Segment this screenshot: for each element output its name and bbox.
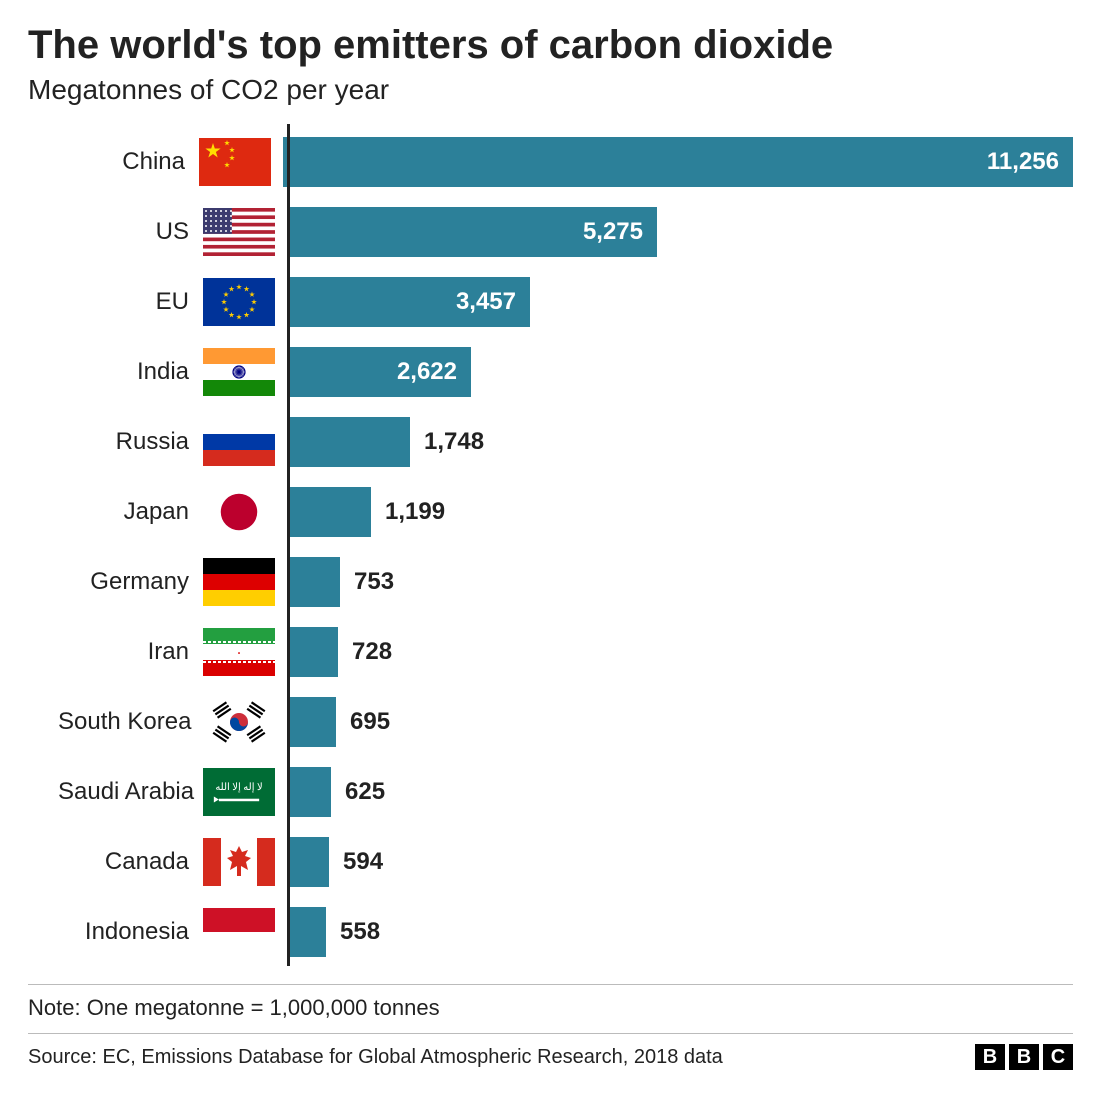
svg-text:لا إله إلا الله: لا إله إلا الله	[215, 782, 262, 793]
country-label: Germany	[58, 568, 203, 596]
flag-icon	[203, 838, 275, 886]
bar-area: 558	[275, 900, 1073, 964]
bbc-letter: B	[1009, 1044, 1039, 1070]
country-label: Canada	[58, 848, 203, 876]
svg-text:۰: ۰	[235, 646, 243, 661]
flag-icon	[203, 908, 275, 956]
country-label: US	[58, 218, 203, 246]
bar-value: 695	[336, 708, 404, 736]
bar-value: 558	[326, 918, 394, 946]
bar	[287, 837, 329, 887]
flag-icon: لا إله إلا الله	[203, 768, 275, 816]
country-label: Japan	[58, 498, 203, 526]
bar-area: 11,256	[271, 130, 1073, 194]
bar-row: Japan 1,199	[58, 480, 1073, 544]
country-label: EU	[58, 288, 203, 316]
bar-row: Saudi Arabia لا إله إلا الله 625	[58, 760, 1073, 824]
bar	[287, 557, 340, 607]
bar-row: Canada 594	[58, 830, 1073, 894]
bar: 11,256	[283, 137, 1073, 187]
bar-area: 625	[275, 760, 1073, 824]
bar: 3,457	[287, 277, 530, 327]
bar	[287, 907, 326, 957]
country-label: Russia	[58, 428, 203, 456]
bar-value: 1,199	[371, 498, 459, 526]
y-axis	[287, 124, 290, 966]
bar	[287, 417, 410, 467]
country-label: Iran	[58, 638, 203, 666]
bbc-letter: C	[1043, 1044, 1073, 1070]
flag-icon	[203, 278, 275, 326]
bar-area: 3,457	[275, 270, 1073, 334]
bar: 2,622	[287, 347, 471, 397]
bar-area: 5,275	[275, 200, 1073, 264]
chart-title: The world's top emitters of carbon dioxi…	[28, 22, 1073, 68]
flag-icon: ۰	[203, 628, 275, 676]
bar-value: 753	[340, 568, 408, 596]
bar-row: EU 3,457	[58, 270, 1073, 334]
bar	[287, 487, 371, 537]
bar-value: 3,457	[442, 288, 530, 316]
bar	[287, 767, 331, 817]
bar	[287, 697, 336, 747]
bar-value: 2,622	[383, 358, 471, 386]
bar-value: 11,256	[973, 148, 1073, 176]
chart-subtitle: Megatonnes of CO2 per year	[28, 74, 1073, 106]
bar-area: 695	[275, 690, 1073, 754]
bar-value: 625	[331, 778, 399, 806]
bar-area: 1,199	[275, 480, 1073, 544]
bar-value: 5,275	[569, 218, 657, 246]
bar-row: Russia 1,748	[58, 410, 1073, 474]
bar-row: Germany 753	[58, 550, 1073, 614]
bar: 5,275	[287, 207, 657, 257]
flag-icon	[203, 488, 275, 536]
flag-icon	[203, 558, 275, 606]
bbc-letter: B	[975, 1044, 1005, 1070]
bar-row: China 11,256	[58, 130, 1073, 194]
flag-icon	[203, 348, 275, 396]
country-label: China	[58, 148, 199, 176]
bar-area: 728	[275, 620, 1073, 684]
country-label: India	[58, 358, 203, 386]
bar-row: Indonesia 558	[58, 900, 1073, 964]
bar-value: 594	[329, 848, 397, 876]
country-label: South Korea	[58, 708, 203, 736]
flag-icon	[203, 418, 275, 466]
flag-icon	[203, 208, 275, 256]
bar-row: Iran ۰ 728	[58, 620, 1073, 684]
flag-icon	[199, 138, 271, 186]
bar-row: South Korea 695	[58, 690, 1073, 754]
country-label: Indonesia	[58, 918, 203, 946]
chart-note: Note: One megatonne = 1,000,000 tonnes	[28, 995, 1073, 1021]
bar-row: US 5,275	[58, 200, 1073, 264]
bar-area: 594	[275, 830, 1073, 894]
bar-row: India 2,622	[58, 340, 1073, 404]
bbc-logo: BBC	[975, 1044, 1073, 1070]
bar-area: 1,748	[275, 410, 1073, 474]
bar-area: 2,622	[275, 340, 1073, 404]
bar-chart: China 11,256 US 5,275 EU 3,457 India 2,622 Russi…	[58, 130, 1073, 964]
bar-value: 728	[338, 638, 406, 666]
divider	[28, 984, 1073, 985]
bar-value: 1,748	[410, 428, 498, 456]
flag-icon	[203, 698, 275, 746]
bar	[287, 627, 338, 677]
bar-area: 753	[275, 550, 1073, 614]
chart-source: Source: EC, Emissions Database for Globa…	[28, 1046, 723, 1069]
country-label: Saudi Arabia	[58, 778, 203, 806]
